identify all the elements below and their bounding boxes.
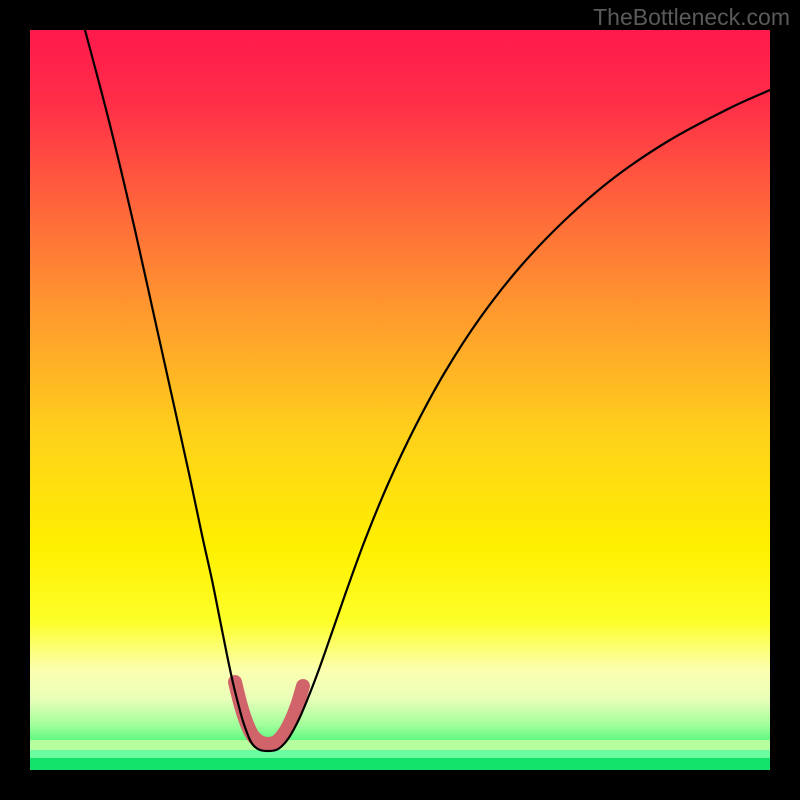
chart-frame: TheBottleneck.com bbox=[0, 0, 800, 800]
bottom-color-strips bbox=[30, 740, 770, 770]
watermark-text: TheBottleneck.com bbox=[593, 4, 790, 31]
plot-area bbox=[30, 30, 770, 770]
gradient-background bbox=[30, 30, 770, 770]
bottleneck-curve-chart bbox=[30, 30, 770, 770]
